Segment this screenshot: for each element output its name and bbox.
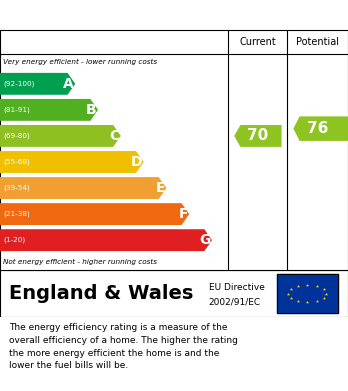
Text: 70: 70 — [247, 128, 268, 143]
FancyArrow shape — [0, 99, 98, 121]
FancyArrow shape — [0, 151, 144, 173]
FancyArrow shape — [0, 177, 166, 199]
Text: (81-91): (81-91) — [3, 107, 30, 113]
FancyArrow shape — [0, 229, 212, 251]
Text: (1-20): (1-20) — [3, 237, 26, 244]
Text: Very energy efficient - lower running costs: Very energy efficient - lower running co… — [3, 59, 158, 65]
Text: C: C — [109, 129, 119, 143]
FancyArrow shape — [0, 125, 121, 147]
Text: EU Directive: EU Directive — [209, 283, 265, 292]
Text: England & Wales: England & Wales — [9, 284, 193, 303]
Text: (39-54): (39-54) — [3, 185, 30, 191]
Text: E: E — [156, 181, 165, 195]
Text: The energy efficiency rating is a measure of the
overall efficiency of a home. T: The energy efficiency rating is a measur… — [9, 323, 238, 370]
Text: 76: 76 — [307, 121, 328, 136]
Text: B: B — [86, 103, 97, 117]
Text: Potential: Potential — [296, 37, 339, 47]
Text: Not energy efficient - higher running costs: Not energy efficient - higher running co… — [3, 258, 158, 265]
Text: (69-80): (69-80) — [3, 133, 30, 139]
Bar — [277, 274, 338, 313]
Text: Energy Efficiency Rating: Energy Efficiency Rating — [9, 7, 230, 23]
FancyArrow shape — [234, 125, 282, 147]
Bar — [277, 274, 338, 313]
Text: Current: Current — [239, 37, 276, 47]
Text: (92-100): (92-100) — [3, 81, 35, 87]
FancyArrow shape — [0, 73, 75, 95]
Text: (21-38): (21-38) — [3, 211, 30, 217]
Text: G: G — [199, 233, 211, 247]
FancyArrow shape — [293, 117, 348, 141]
Text: D: D — [131, 155, 142, 169]
Text: 2002/91/EC: 2002/91/EC — [209, 298, 261, 307]
Text: (55-68): (55-68) — [3, 159, 30, 165]
FancyArrow shape — [0, 203, 189, 225]
Text: A: A — [63, 77, 74, 91]
Text: F: F — [178, 207, 188, 221]
